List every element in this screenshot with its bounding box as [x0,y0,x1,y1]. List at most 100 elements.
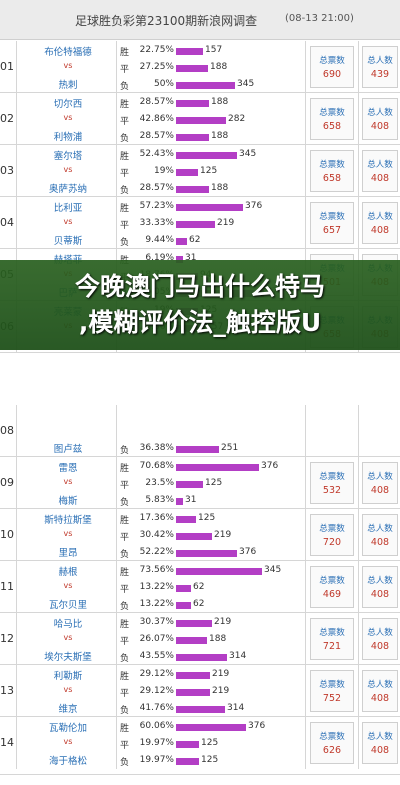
odds-stat-line: 胜 57.23% 376 [120,200,300,214]
overlay-headline-line1: 今晚澳门马出什么特马 [74,272,325,301]
home-team[interactable]: 哈马比 [53,619,83,630]
total-votes-value: 690 [322,69,342,80]
total-votes-value: 721 [322,641,342,652]
stat-bar [176,186,209,193]
total-votes-box: 总票数 469 [310,566,354,608]
total-votes-box: 总票数 657 [310,202,354,244]
stat-percent: 29.12% [139,686,174,696]
stat-count: 314 [227,703,245,713]
home-team[interactable]: 瓦勒伦加 [48,723,87,734]
match-index: 10 [0,528,14,541]
home-team[interactable]: 利勒斯 [53,671,83,682]
total-votes-box: 总票数 720 [310,514,354,556]
column-divider [116,405,117,457]
away-team[interactable]: 里昂 [58,548,78,559]
odds-stat-line: 胜 30.37% 219 [120,616,300,630]
stat-count: 219 [217,218,235,228]
odds-stat-line: 平 19% 125 [120,165,300,179]
stat-count: 345 [264,565,282,575]
stat-label: 胜 [120,100,130,110]
odds-stat-line: 平 29.12% 219 [120,685,300,699]
home-team[interactable]: 斯特拉斯堡 [44,515,92,526]
match-index: 14 [0,736,14,749]
total-votes-box: 总票数 752 [310,670,354,712]
odds-stat-line: 负 43.55% 314 [120,650,300,664]
odds-stat-line: 负 52.22% 376 [120,546,300,560]
column-divider [358,41,359,93]
stat-percent: 13.22% [139,599,174,609]
stat-percent: 60.06% [139,721,174,731]
column-divider [305,509,306,561]
home-team[interactable]: 比利亚 [53,203,83,214]
column-divider [358,457,359,509]
total-votes-label: 总票数 [319,576,345,586]
total-votes-value: 469 [322,589,342,600]
total-people-value: 408 [370,173,390,184]
stat-percent: 36.38% [139,443,174,453]
stat-percent: 26.07% [139,634,174,644]
total-people-box: 总人数 408 [362,462,398,504]
away-team[interactable]: 热刺 [58,80,78,91]
column-divider [358,665,359,717]
total-votes-value: 658 [322,121,342,132]
home-team[interactable]: 雷恩 [58,463,78,474]
stat-label: 负 [120,758,130,768]
away-team[interactable]: 瓦尔贝里 [48,600,87,611]
vs-label: vs [63,529,73,538]
stat-count: 282 [228,114,246,124]
home-team[interactable]: 塞尔塔 [53,151,83,162]
total-people-box: 总人数 408 [362,98,398,140]
stat-label: 平 [120,741,130,751]
home-team[interactable]: 切尔西 [53,99,83,110]
column-divider [16,665,17,717]
away-team[interactable]: 埃尔夫斯堡 [44,652,92,663]
stat-bar [176,256,183,263]
stat-count: 345 [239,149,257,159]
table-row: 01 布伦特福德 vs 热刺 胜 22.75% 157 平 27.25% 188 负 50% 345 总票… [0,41,400,93]
vs-label: vs [63,61,73,70]
column-divider [358,405,359,457]
stat-bar [176,117,226,124]
total-votes-value: 657 [322,225,342,236]
away-team[interactable]: 维京 [58,704,78,715]
stat-count: 125 [205,478,223,488]
away-team[interactable]: 贝蒂斯 [53,236,83,247]
overlay-banner[interactable]: 今晚澳门马出什么特马 ,模糊评价法_触控版U [0,260,400,350]
odds-stat-line: 负 41.76% 314 [120,702,300,716]
away-team[interactable]: 图卢兹 [53,444,83,455]
odds-stat-line: 平 26.07% 188 [120,633,300,647]
away-team[interactable]: 海于格松 [48,756,87,767]
away-team[interactable]: 奥萨苏纳 [48,184,87,195]
column-divider [16,93,17,145]
stat-percent: 50% [153,79,174,89]
stat-bar [176,741,199,748]
total-people-label: 总人数 [367,628,393,638]
stat-label: 负 [120,238,130,248]
column-divider [305,197,306,249]
away-team[interactable]: 梅斯 [58,496,78,507]
stat-label: 平 [120,169,130,179]
stat-bar [176,689,210,696]
page-title: 足球胜负彩第23100期新浪网调查 [75,14,258,28]
total-votes-box: 总票数 626 [310,722,354,764]
home-team[interactable]: 赫根 [58,567,78,578]
stat-label: 胜 [120,620,130,630]
away-team[interactable]: 利物浦 [53,132,83,143]
column-divider [305,613,306,665]
total-votes-value: 626 [322,745,342,756]
total-people-value: 408 [370,589,390,600]
total-people-value: 408 [370,225,390,236]
vs-label: vs [63,217,73,226]
total-people-box: 总人数 408 [362,202,398,244]
stat-count: 188 [209,634,227,644]
stat-count: 62 [193,582,205,592]
stat-label: 负 [120,602,130,612]
stat-label: 平 [120,637,130,647]
total-votes-label: 总票数 [319,160,345,170]
home-team[interactable]: 布伦特福德 [44,47,92,58]
total-votes-label: 总票数 [319,472,345,482]
total-people-label: 总人数 [367,56,393,66]
stat-percent: 13.22% [139,582,174,592]
stat-count: 219 [212,686,230,696]
column-divider [116,41,117,93]
